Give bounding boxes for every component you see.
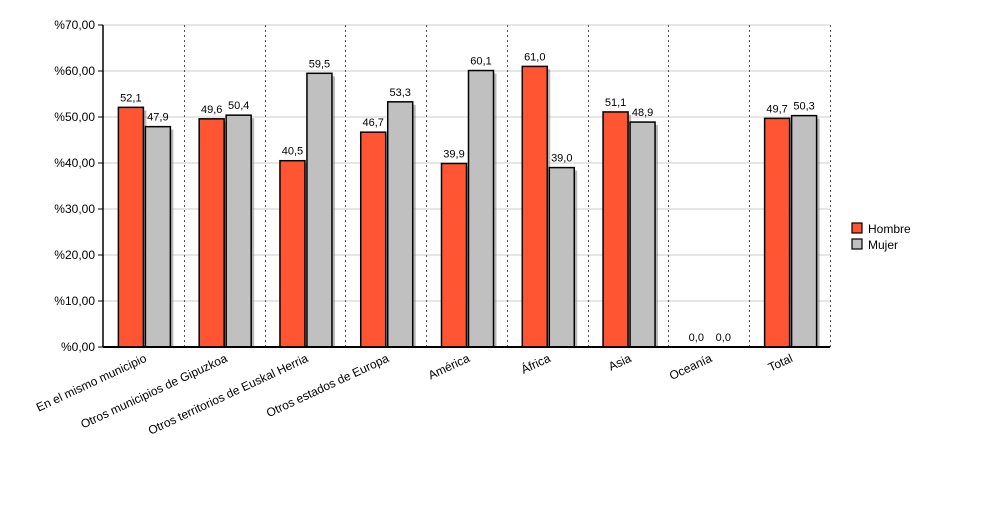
bar-hombre	[521, 65, 549, 348]
bar-mujer	[790, 114, 818, 348]
bar-mujer	[144, 125, 172, 348]
data-label: 51,1	[605, 97, 626, 109]
data-label: 53,3	[390, 87, 411, 99]
bar-mujer	[306, 72, 333, 348]
bar-hombre	[602, 111, 629, 348]
x-tick-label: Asia	[606, 351, 633, 374]
y-tick-label: %20,00	[54, 248, 95, 262]
legend-swatch-mujer	[851, 238, 863, 250]
data-label: 52,1	[120, 92, 141, 104]
bar-hombre	[763, 117, 791, 348]
bar-mujer	[225, 114, 252, 348]
bar-hombre	[117, 106, 145, 348]
y-tick-label: %40,00	[54, 156, 95, 170]
data-label: 39,0	[551, 153, 572, 165]
x-tick-label: Oceanía	[667, 351, 714, 383]
bar-mujer	[629, 121, 656, 348]
bar-hombre	[440, 162, 468, 348]
x-tick-label: América	[426, 351, 472, 382]
legend-label: Mujer	[868, 238, 898, 252]
data-label: 0,0	[716, 332, 731, 344]
data-label: 46,7	[363, 117, 384, 129]
x-tick-label: Otros municipios de Gipuzkoa	[78, 351, 229, 431]
y-tick-label: %60,00	[54, 64, 95, 78]
y-tick-label: %10,00	[54, 294, 95, 308]
bar-hombre	[279, 159, 306, 348]
data-label: 48,9	[632, 107, 653, 119]
legend-swatch-hombre	[851, 222, 863, 234]
data-label: 39,9	[443, 148, 464, 160]
y-tick-label: %0,00	[61, 340, 95, 354]
bar-hombre	[198, 118, 225, 348]
data-label: 50,4	[228, 100, 249, 112]
y-tick-label: %30,00	[54, 202, 95, 216]
x-tick-label: Total	[766, 351, 795, 374]
data-label: 61,0	[524, 51, 545, 63]
data-label: 47,9	[147, 112, 168, 124]
bar-mujer	[467, 69, 495, 348]
bar-mujer	[548, 166, 576, 348]
data-label: 60,1	[470, 56, 491, 68]
data-label: 49,7	[766, 103, 787, 115]
data-label: 59,5	[309, 58, 330, 70]
data-label: 40,5	[282, 146, 303, 158]
bar-hombre	[359, 131, 387, 348]
bar-mujer	[386, 101, 414, 348]
y-tick-label: %50,00	[54, 110, 95, 124]
legend-label: Hombre	[868, 222, 911, 236]
data-label: 0,0	[689, 332, 704, 344]
y-tick-label: %70,00	[54, 18, 95, 32]
data-label: 49,6	[201, 104, 222, 116]
data-label: 50,3	[793, 101, 814, 113]
x-tick-label: África	[518, 350, 552, 377]
